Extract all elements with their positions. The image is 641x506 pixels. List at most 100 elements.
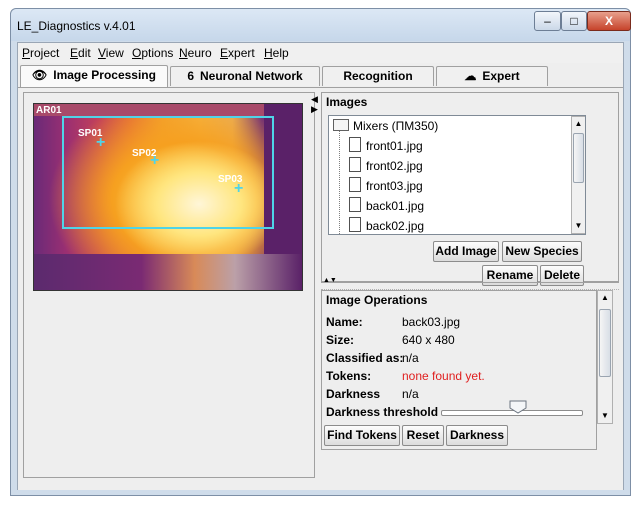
classified-value: n/a xyxy=(402,351,419,365)
maximize-button[interactable]: □ xyxy=(561,11,587,31)
size-value: 640 x 480 xyxy=(402,333,455,347)
operations-title: Image Operations xyxy=(326,293,428,307)
delete-button[interactable]: Delete xyxy=(540,265,584,286)
tree-item-label: front03.jpg xyxy=(366,179,423,193)
network-icon: 6 xyxy=(187,69,194,83)
window-title: LE_Diagnostics v.4.01 xyxy=(17,19,136,33)
tree-item-label: front01.jpg xyxy=(366,139,423,153)
tree-scrollbar[interactable]: ▲ ▼ xyxy=(571,116,585,234)
menu-label: roject xyxy=(30,46,60,60)
tab-content: AR01 SP01 + SP02 + SP03 + ◀ ▶ Images xyxy=(18,87,623,490)
right-panel: ◀ ▶ Images Mixers (ПМ350) front01.jpg fr… xyxy=(311,92,619,478)
minimize-button[interactable]: – xyxy=(534,11,561,31)
menu-expert[interactable]: Expert xyxy=(220,46,255,60)
tree-item-label: back02.jpg xyxy=(366,219,425,233)
menu-neuro[interactable]: Neuro xyxy=(179,46,212,60)
images-group: Images Mixers (ПМ350) front01.jpg front0… xyxy=(321,92,619,286)
spot-label: SP03 xyxy=(218,174,243,185)
new-species-button[interactable]: New Species xyxy=(502,241,582,262)
thermal-top-band xyxy=(34,104,302,116)
collapse-arrow-icon[interactable]: ◀ xyxy=(311,94,318,104)
rename-button[interactable]: Rename xyxy=(482,265,538,286)
client-area: Project Edit View Options Neuro Expert H… xyxy=(17,42,624,490)
file-icon xyxy=(349,197,361,212)
tree-item-label: front02.jpg xyxy=(366,159,423,173)
scroll-thumb[interactable] xyxy=(573,133,584,183)
file-icon xyxy=(349,137,361,152)
menu-mnemonic: V xyxy=(98,46,106,60)
tokens-value: none found yet. xyxy=(402,369,485,383)
menu-mnemonic: E xyxy=(220,46,229,60)
size-label: Size: xyxy=(326,333,355,347)
splitter-arrows-icon[interactable]: ▲▼ xyxy=(323,277,337,284)
menu-options[interactable]: Options xyxy=(132,46,173,60)
tree-item[interactable]: front03.jpg xyxy=(349,176,423,196)
tree-item[interactable]: back02.jpg xyxy=(349,216,425,234)
tab-label: Recognition xyxy=(343,69,413,83)
scroll-up-icon[interactable]: ▲ xyxy=(574,119,583,128)
file-icon xyxy=(349,157,361,172)
expand-arrow-icon[interactable]: ▶ xyxy=(311,104,318,114)
tab-label: Expert xyxy=(482,69,520,83)
eye-icon: 👁 xyxy=(32,68,48,82)
scroll-up-icon[interactable]: ▲ xyxy=(601,293,609,302)
menu-edit[interactable]: Edit xyxy=(70,46,91,60)
tab-label: Image Processing xyxy=(53,68,156,82)
tree-item[interactable]: front02.jpg xyxy=(349,156,423,176)
panel-splitter[interactable]: ▲▼ xyxy=(321,277,619,290)
menu-label: iew xyxy=(105,46,124,60)
menu-mnemonic: E xyxy=(70,46,79,60)
tree-line xyxy=(339,130,340,234)
title-bar[interactable]: LE_Diagnostics v.4.01 – □ X xyxy=(11,9,631,41)
operations-scrollbar[interactable]: ▲ ▼ xyxy=(597,290,613,424)
darkness-value: n/a xyxy=(402,387,419,401)
scroll-down-icon[interactable]: ▼ xyxy=(601,411,609,420)
tree-item-label: back01.jpg xyxy=(366,199,425,213)
tab-recognition[interactable]: Recognition xyxy=(322,66,434,86)
darkness-label: Darkness xyxy=(326,387,381,401)
spot-crosshair-icon[interactable]: + xyxy=(96,134,106,151)
scroll-thumb[interactable] xyxy=(599,309,611,377)
menu-label: xpert xyxy=(228,46,255,60)
tab-bar: 👁 Image Processing 6 Neuronal Network Reco… xyxy=(18,65,623,87)
spot-crosshair-icon[interactable]: + xyxy=(150,152,160,169)
darkness-threshold-slider[interactable] xyxy=(441,410,583,416)
tab-neuronal-network[interactable]: 6 Neuronal Network xyxy=(170,66,320,86)
image-tree[interactable]: Mixers (ПМ350) front01.jpg front02.jpg f… xyxy=(328,115,586,235)
reset-button[interactable]: Reset xyxy=(402,425,444,446)
spot-label: SP01 xyxy=(78,128,103,139)
tree-root-label: Mixers (ПМ350) xyxy=(353,119,439,133)
menu-mnemonic: H xyxy=(264,46,273,60)
app-window: LE_Diagnostics v.4.01 – □ X Project Edit… xyxy=(10,8,631,496)
thermal-bottom-band xyxy=(34,254,302,290)
menu-project[interactable]: Project xyxy=(22,46,59,60)
tree-root[interactable]: Mixers (ПМ350) xyxy=(329,116,438,136)
menu-mnemonic: O xyxy=(132,46,142,60)
tree-item[interactable]: back01.jpg xyxy=(349,196,424,216)
tab-image-processing[interactable]: 👁 Image Processing xyxy=(20,65,168,87)
scroll-down-icon[interactable]: ▼ xyxy=(574,221,583,230)
thermal-image[interactable]: AR01 SP01 + SP02 + SP03 + xyxy=(33,103,303,291)
roi-rectangle[interactable] xyxy=(62,116,274,229)
menu-view[interactable]: View xyxy=(98,46,124,60)
menu-mnemonic: N xyxy=(179,46,188,60)
menu-help[interactable]: Help xyxy=(264,46,289,60)
close-button[interactable]: X xyxy=(587,11,631,31)
menu-label: euro xyxy=(187,46,212,60)
slider-knob-icon[interactable] xyxy=(509,400,527,414)
add-image-button[interactable]: Add Image xyxy=(433,241,499,262)
tab-expert[interactable]: ☁ Expert xyxy=(436,66,548,86)
tab-label: Neuronal Network xyxy=(200,69,303,83)
images-title: Images xyxy=(326,95,368,109)
tokens-label: Tokens: xyxy=(326,369,372,383)
spot-crosshair-icon[interactable]: + xyxy=(234,180,244,197)
brain-icon: ☁ xyxy=(464,69,477,83)
menu-label: dit xyxy=(78,46,91,60)
tree-item[interactable]: front01.jpg xyxy=(349,136,423,156)
folder-icon xyxy=(333,119,349,131)
menu-label: ptions xyxy=(141,46,174,60)
darkness-button[interactable]: Darkness xyxy=(446,425,508,446)
find-tokens-button[interactable]: Find Tokens xyxy=(324,425,400,446)
threshold-label: Darkness threshold xyxy=(326,405,439,419)
menu-label: elp xyxy=(272,46,289,60)
